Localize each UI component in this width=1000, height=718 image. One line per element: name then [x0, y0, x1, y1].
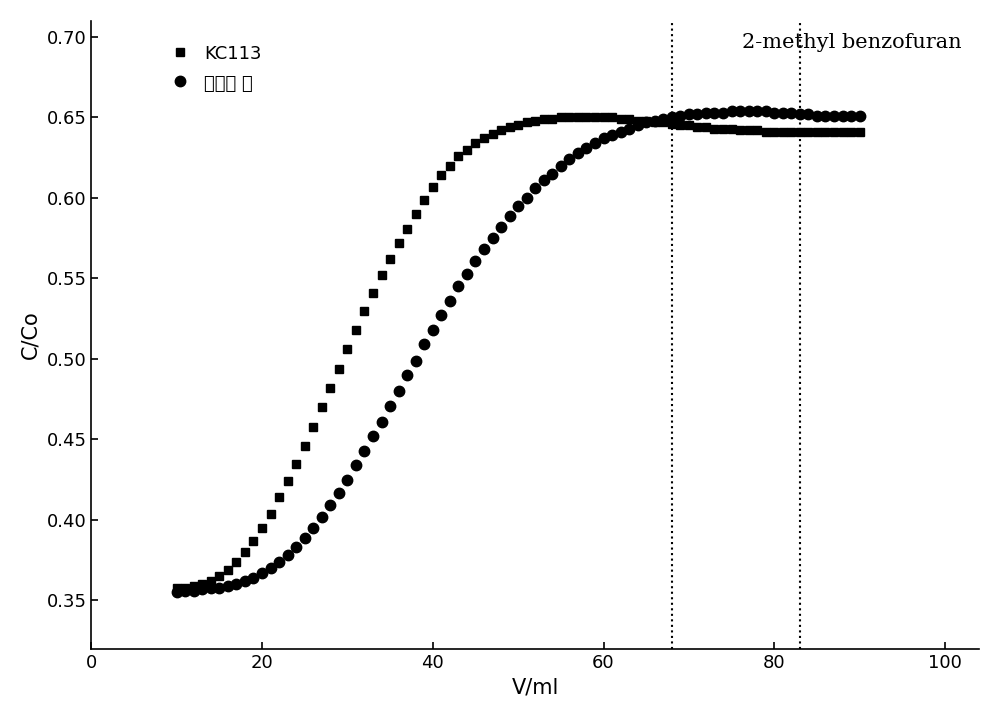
X-axis label: V/ml: V/ml: [512, 677, 559, 697]
Y-axis label: C/Co: C/Co: [21, 310, 41, 359]
KC113: [854, 128, 866, 136]
Text: 2-methyl benzofuran: 2-methyl benzofuran: [742, 34, 961, 52]
进口树 脂: [546, 169, 558, 178]
Line: 进口树 脂: 进口树 脂: [171, 106, 865, 597]
KC113: [546, 115, 558, 123]
Legend: KC113, 进口树 脂: KC113, 进口树 脂: [162, 36, 270, 101]
Line: KC113: KC113: [172, 113, 864, 592]
KC113: [555, 113, 567, 122]
KC113: [794, 128, 806, 136]
进口树 脂: [171, 588, 183, 597]
进口树 脂: [854, 111, 866, 120]
KC113: [683, 121, 695, 130]
进口树 脂: [794, 110, 806, 118]
KC113: [171, 583, 183, 592]
KC113: [734, 126, 746, 134]
进口树 脂: [768, 108, 780, 117]
进口树 脂: [726, 107, 738, 116]
KC113: [768, 128, 780, 136]
KC113: [606, 113, 618, 122]
进口树 脂: [734, 107, 746, 116]
进口树 脂: [598, 134, 610, 143]
进口树 脂: [674, 111, 686, 120]
